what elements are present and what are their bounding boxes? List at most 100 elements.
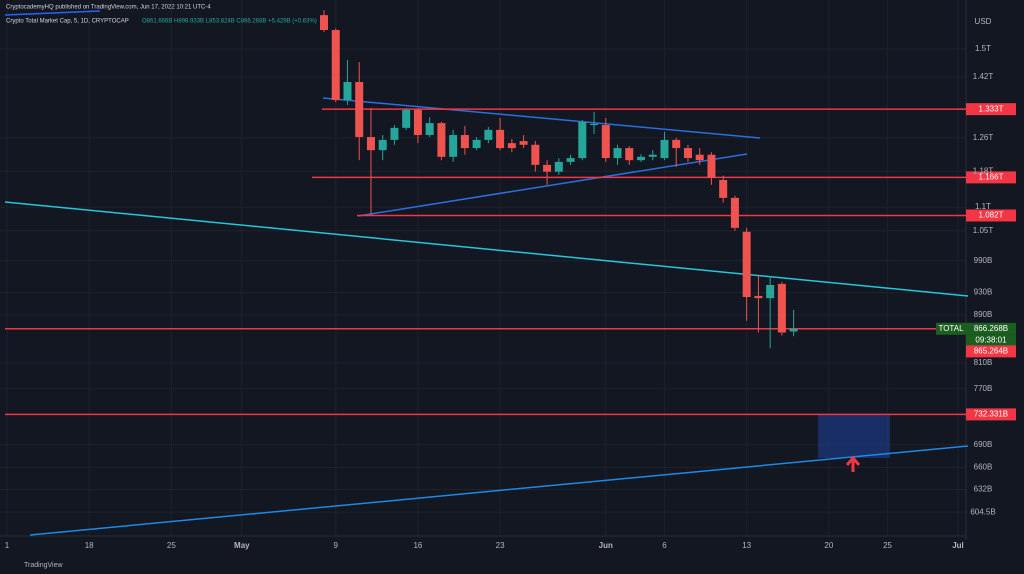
brand: TradingView [24,562,63,569]
candle-body [554,161,563,172]
candle-body [331,30,340,101]
y-tick-label: 1.18T [973,166,994,175]
trendline [357,153,748,217]
candle-body [613,148,622,159]
candle-body [402,109,411,128]
y-tick-label: 1.1T [975,202,991,211]
candle-body [449,135,458,157]
candle-body [707,154,716,178]
x-tick-label: 25 [167,541,176,550]
candle-body [566,158,575,162]
bid-label: 865.264B [974,347,1008,356]
target-zone [818,415,890,458]
candle-body [390,127,399,140]
bid-label-bg [966,345,1016,358]
symbol-tag [936,322,966,335]
candle-body [531,144,540,165]
y-tick-label: 1.5T [975,44,991,53]
x-tick-label: 25 [883,541,892,550]
y-tick-label: 1.26T [973,133,994,142]
x-tick-label: 20 [824,541,833,550]
candle-body [754,295,763,299]
candle-body [730,197,739,228]
level-label-bg [966,408,1016,421]
candle-body [648,154,657,157]
x-tick-label: 6 [662,541,667,550]
y-tick-label: 930B [974,288,993,297]
symbol-legend: Crypto Total Market Cap, 5, 1D, CRYPTOCA… [6,19,129,25]
marks: 1.333T 1.166T 1.082T 866.268B TOTAL 09:38:01 7… [5,10,1016,421]
candle-body [355,81,364,138]
x-tick-label: 1 [5,541,10,550]
candle-body [719,180,728,198]
candle-body [507,143,516,149]
candle-body [413,109,422,136]
candle-body [601,125,610,159]
y-tick-label: 690B [974,440,993,449]
candle-body [425,123,434,136]
candle-body [343,81,352,101]
candle-body [695,154,704,161]
candle-body [378,139,387,151]
trendline [4,201,969,297]
x-tick-label: 23 [496,541,505,550]
x-tick-label: Jul [952,541,964,550]
grid [0,0,966,536]
x-tick-label: 13 [742,541,751,550]
candle-body [437,123,446,157]
trendline [29,445,969,536]
candle-body [672,139,681,149]
candle-body [496,129,505,149]
candle-body [660,139,669,159]
candle-body [637,156,645,161]
x-tick-label: Jun [599,541,613,550]
y-tick-label: 890B [974,310,993,319]
trendline [4,10,101,16]
candle-body [578,121,587,159]
symbol-label: TOTAL [938,324,964,333]
candle-body [320,15,328,31]
candle-body [519,141,528,145]
candle-body [590,123,599,126]
y-tick-label: 1.05T [973,226,994,235]
candle-body [484,129,493,140]
ohlc-values: O861.666B H898.933B L853.824B C866.268B … [142,19,317,25]
arrow [845,455,861,472]
candle-body [543,164,552,172]
trendline [322,97,761,139]
y-tick-label: 990B [974,256,993,265]
candle-body [472,139,481,149]
y-tick-label: 660B [974,463,993,472]
candle-body [766,285,775,299]
countdown: 09:38:01 [975,335,1007,344]
level-label-bg [966,322,1016,335]
publisher: CryptocademyHQ published on TradingView.… [6,5,211,11]
level-label: 1.082T [979,211,1004,220]
level-label: 732.331B [974,410,1008,419]
candle-body [625,148,634,161]
candle-body [742,231,751,298]
y-tick-label: 632B [974,485,993,494]
candle-body [683,148,692,159]
candle-body [460,135,469,149]
level-label: 866.268B [974,324,1008,333]
x-tick-label: 18 [85,541,94,550]
candle-body [366,137,375,151]
level-label: 1.166T [979,172,1004,181]
x-tick-label: 16 [413,541,422,550]
y-tick-label: 604.5B [970,507,995,516]
level-label: 1.333T [979,104,1004,113]
level-label-bg [966,209,1016,222]
currency: USD [975,17,992,26]
level-label-bg [966,103,1016,116]
x-tick-label: 9 [334,541,339,550]
candle-body [777,283,786,333]
level-label-bg [966,171,1016,184]
y-tick-label: 770B [974,384,993,393]
countdown-bg [966,334,1016,346]
candle-body [789,328,798,332]
y-tick-label: 1.42T [973,72,994,81]
x-tick-label: May [234,541,250,550]
